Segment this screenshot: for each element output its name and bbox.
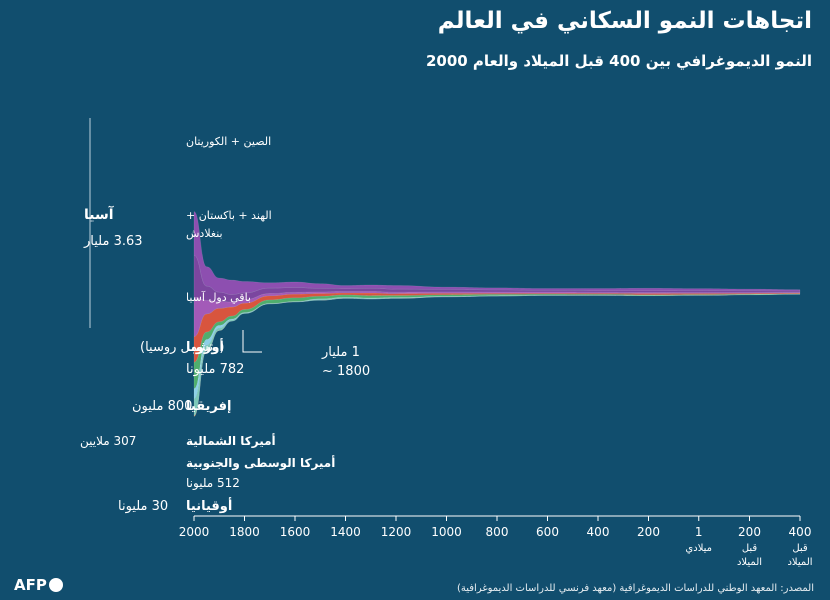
stream-area-china-korea	[193, 211, 801, 295]
annotation-leader	[242, 330, 262, 353]
x-tick-label: 600	[536, 525, 559, 539]
stream-area-africa	[193, 293, 801, 389]
label-europe-name: أوروبا	[186, 338, 224, 355]
x-tick-sublabel: قبل	[792, 543, 808, 554]
x-tick-label: 2000	[179, 525, 210, 539]
label-india-line-1: الهند + باكستان +	[186, 209, 272, 222]
annotation-line-1: 1 مليار	[321, 345, 360, 360]
x-tick-label: 1800	[229, 525, 260, 539]
billion-annotation: 1 مليار 1800 ~	[242, 330, 370, 379]
stream-area-latin-america	[193, 293, 801, 416]
label-africa-value: 800 مليون	[132, 399, 192, 414]
label-europe-value: 782 مليونا	[186, 362, 244, 377]
label-north-america-value: 307 ملايين	[80, 434, 136, 449]
stream-area-oceania	[193, 293, 801, 417]
label-europe-extra: (وتشمل روسيا)	[140, 340, 224, 355]
x-tick-sublabel: ميلادي	[685, 543, 712, 554]
x-tick-sublabel: الميلاد	[737, 557, 762, 568]
chart-subtitle: النمو الديموغرافي بين 400 قبل الميلاد وا…	[425, 52, 812, 70]
source-note: المصدر: المعهد الوطني للدراسات الديموغرا…	[456, 583, 814, 594]
stream-area-europe	[193, 292, 801, 363]
afp-logo-dot	[48, 578, 63, 592]
afp-logo: AFP	[14, 576, 63, 594]
x-tick-label: 1	[695, 525, 703, 539]
afp-logo-text: AFP	[14, 576, 47, 594]
stream-area-north-america	[193, 293, 801, 399]
x-tick-label: 1400	[330, 525, 361, 539]
label-latin-america-value: 512 مليونا	[186, 476, 240, 491]
stream-area-rest-asia	[193, 291, 801, 337]
chart-title: اتجاهات النمو السكاني في العالم	[437, 8, 812, 34]
label-north-america-name: أميركا الشمالية	[186, 433, 276, 448]
label-latin-america-name: أميركا الوسطى والجنوبية	[186, 455, 335, 471]
label-oceania-value: 30 مليونا	[118, 499, 168, 514]
x-tick-label: 1000	[431, 525, 462, 539]
region-labels: الصين + الكوريتان الهند + باكستان + بنغلاد…	[80, 135, 335, 514]
x-tick-label: 400	[587, 525, 610, 539]
x-tick-sublabel: قبل	[742, 543, 758, 554]
streamgraph-chart: 1 مليار 1800 ~ الصين + الكوريتان الهند + …	[80, 118, 813, 568]
x-tick-sublabel: الميلاد	[787, 557, 812, 568]
x-axis: 2000 1800 1600 1400 1200 1000 800 600 400 200 1 200…	[179, 515, 813, 568]
label-oceania-name: أوقيانيا	[186, 497, 232, 514]
x-tick-label: 1200	[381, 525, 412, 539]
x-tick-label: 800	[486, 525, 509, 539]
x-tick-label: 200	[637, 525, 660, 539]
stream-areas	[193, 211, 801, 417]
x-tick-label: 400	[789, 525, 812, 539]
label-asia-name: آسيا	[84, 205, 115, 223]
label-rest-asia: باقي دول آسيا	[186, 290, 251, 304]
x-tick-label: 1600	[280, 525, 311, 539]
label-china-korea: الصين + الكوريتان	[186, 135, 271, 148]
label-india-line-2: بنغلادش	[186, 227, 223, 240]
x-tick-label: 200	[738, 525, 761, 539]
label-africa-name: إفريقيا	[186, 399, 231, 414]
annotation-line-2: 1800 ~	[322, 364, 370, 379]
label-asia-value: 3.63 مليار	[83, 234, 143, 249]
